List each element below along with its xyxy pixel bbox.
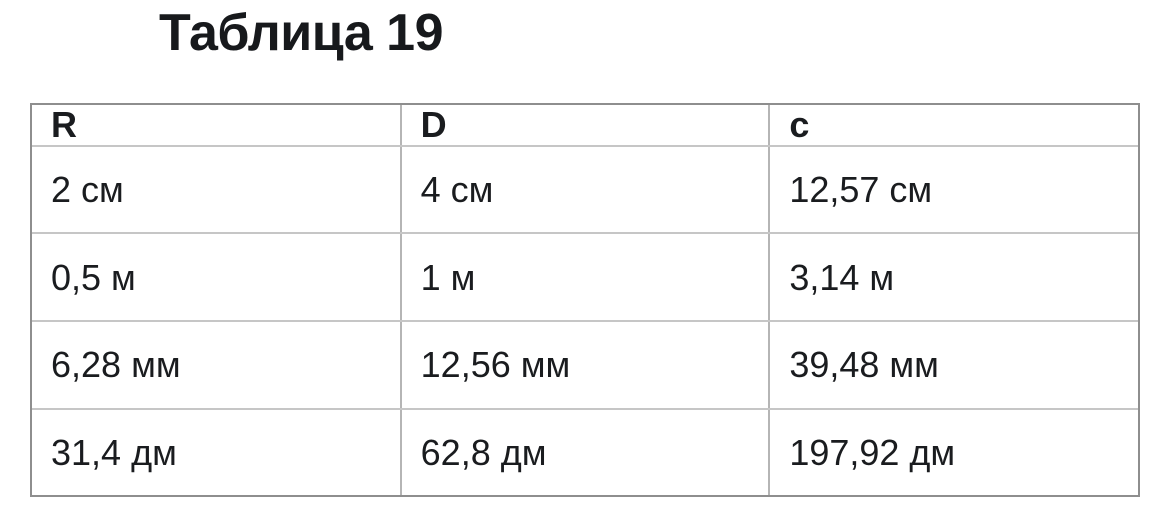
table-cell-circumference: 197,92 дм [789,431,956,473]
table-cell-radius: 0,5 м [32,233,402,323]
column-header-circumference: c [769,105,1138,147]
table-cell-radius: 2 см [32,145,402,235]
table-row: 2 см 4 см 12,57 см [32,145,1138,235]
table-cell-radius: 6,28 мм [32,321,402,411]
column-header-diameter: D [400,105,771,147]
column-header-radius: R [32,105,402,147]
table-cell-radius: 31,4 дм [32,409,402,495]
table-cell-diameter: 4 см [400,145,771,235]
table-cell-circumference: 12,57 см [769,145,1138,235]
table-cell-diameter: 12,56 мм [400,321,771,411]
table-header-row: R D c [32,105,1138,147]
table-row: 31,4 дм 62,8 дм 197,92 дм [32,409,1138,495]
table-cell-diameter: 62,8 дм [400,409,771,495]
measurements-table-container: R D c 2 см 4 см 12,57 см 0,5 м 1 м 3,14 … [30,103,1140,497]
table-cell-circumference: 39,48 мм [769,321,1138,411]
table-row: 0,5 м 1 м 3,14 м [32,233,1138,323]
measurements-table: R D c 2 см 4 см 12,57 см 0,5 м 1 м 3,14 … [32,105,1138,495]
table-cell-diameter: 1 м [400,233,771,323]
table-cell-circumference: 3,14 м [769,233,1138,323]
page-title: Таблица 19 [159,4,444,62]
table-row: 6,28 мм 12,56 мм 39,48 мм [32,321,1138,411]
